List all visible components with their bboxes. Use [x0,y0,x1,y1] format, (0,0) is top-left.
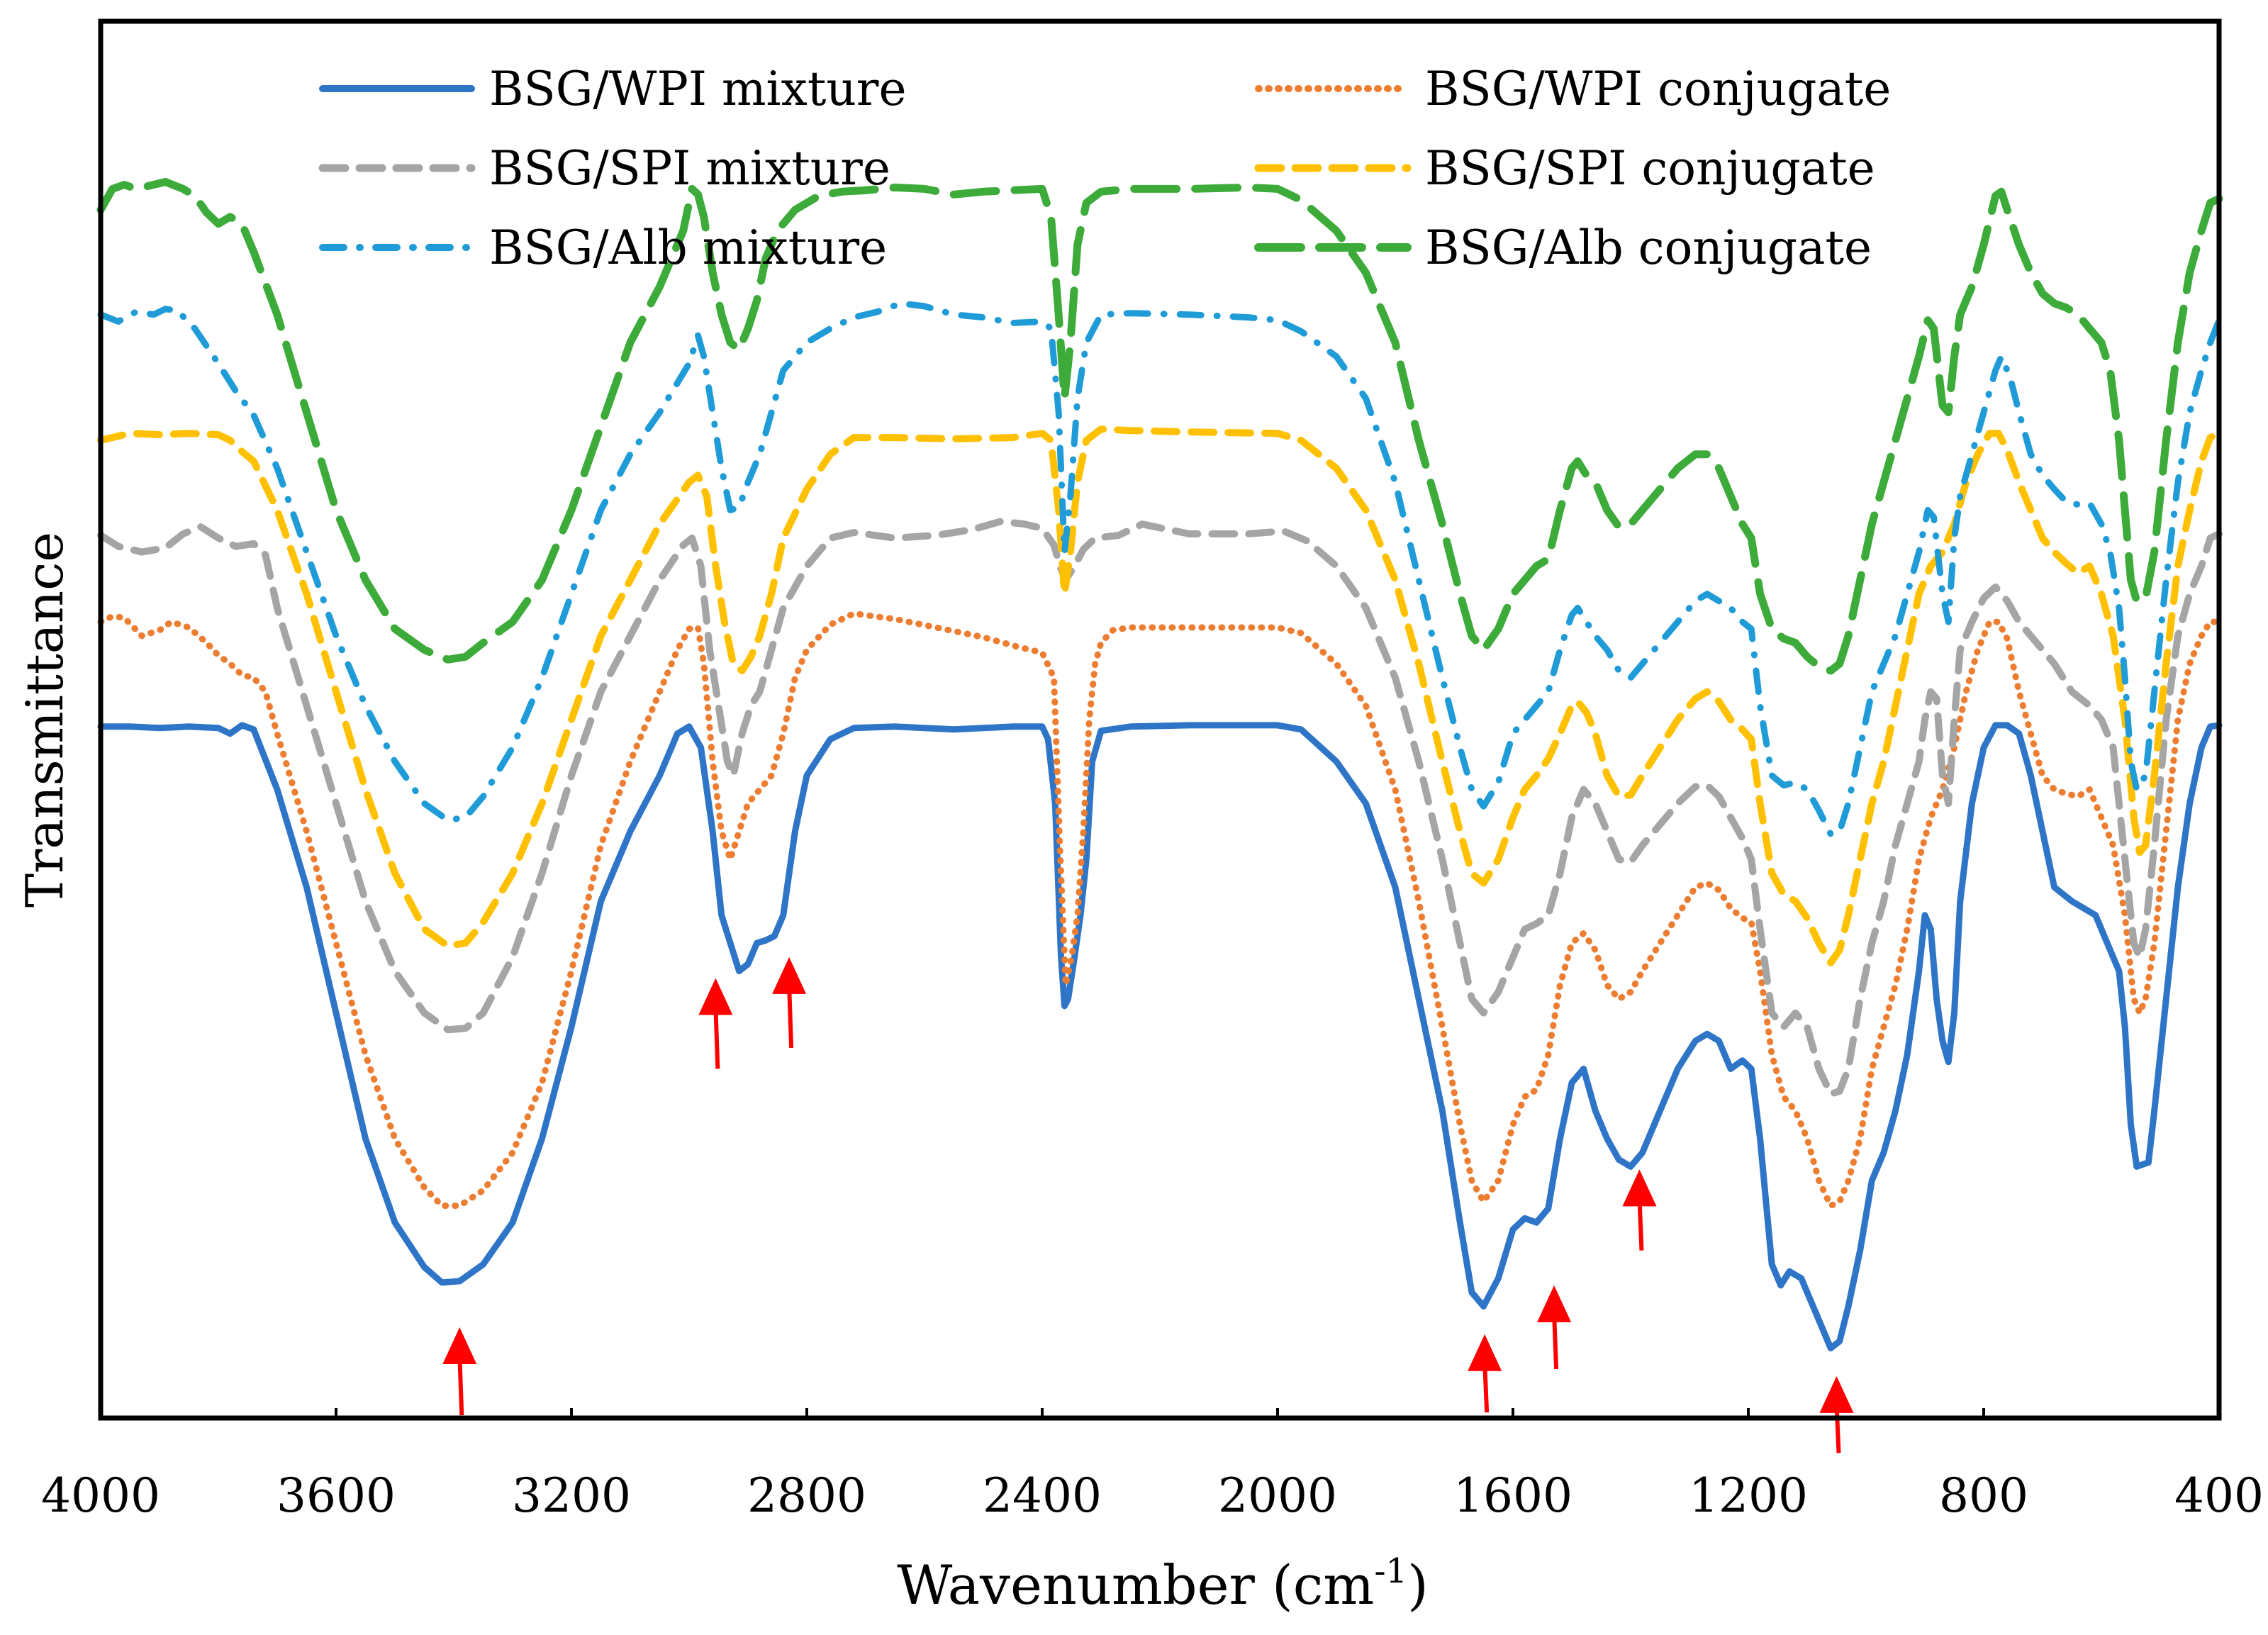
annotation-arrow-2 [698,978,733,1069]
x-tick-label-2800: 2800 [747,1468,866,1523]
x-axis-label: Wavenumber (cm-1) [897,1551,1429,1617]
y-axis-label: Transmittance [15,532,74,908]
x-axis-ticks: 4000 3600 3200 2800 2400 2000 1600 1200 800 400 [41,1408,2264,1523]
legend-label-bsg-wpi-mixture: BSG/WPI mixture [489,62,907,116]
legend-label-bsg-alb-mixture: BSG/Alb mixture [489,221,887,275]
legend-entry-bsg-spi-mixture: BSG/SPI mixture [318,141,890,196]
legend-entry-bsg-spi-conjugate: BSG/SPI conjugate [1254,141,1875,196]
x-tick-label-2400: 2400 [983,1468,1102,1523]
series-line-bsg-wpi-conjugate [97,610,2223,1210]
x-tick-label-3200: 3200 [512,1468,631,1523]
legend-label-bsg-wpi-conjugate: BSG/WPI conjugate [1425,62,1891,116]
legend-label-bsg-alb-conjugate: BSG/Alb conjugate [1425,221,1872,275]
annotation-arrow-5 [1537,1285,1572,1370]
annotation-arrow-1 [442,1327,477,1416]
series-line-bsg-alb-conjugate [96,178,2223,675]
legend-label-bsg-spi-mixture: BSG/SPI mixture [489,141,890,196]
x-tick-label-400: 400 [2174,1468,2264,1523]
legend-entry-bsg-wpi-conjugate: BSG/WPI conjugate [1255,62,1891,116]
legend-entry-bsg-wpi-mixture: BSG/WPI mixture [319,62,907,116]
annotation-arrows [442,956,1854,1453]
x-axis-label-superscript: -1 [1374,1551,1407,1591]
series-line-bsg-spi-conjugate [97,425,2223,966]
x-axis-label-main: Wavenumber (cm [897,1553,1374,1617]
annotation-arrow-3 [772,956,807,1049]
x-tick-label-1600: 1600 [1453,1468,1572,1523]
legend-entry-bsg-alb-mixture: BSG/Alb mixture [319,221,887,275]
x-axis-label-end: ) [1407,1553,1429,1617]
plot-area-frame [98,18,2222,1421]
series-line-bsg-wpi-mixture [97,722,2223,1351]
legend-entry-bsg-alb-conjugate: BSG/Alb conjugate [1254,221,1872,275]
annotation-arrow-6 [1622,1169,1657,1251]
legend-label-bsg-spi-conjugate: BSG/SPI conjugate [1425,141,1875,196]
legend: BSG/WPI mixture BSG/WPI conjugate BSG/SPI … [318,62,1891,275]
series-line-bsg-spi-mixture [97,518,2223,1098]
x-tick-label-2000: 2000 [1218,1468,1337,1523]
x-tick-label-1200: 1200 [1689,1468,1808,1523]
annotation-arrow-7 [1819,1375,1854,1453]
annotation-arrow-4 [1468,1334,1502,1413]
series-line-bsg-alb-mixture [97,300,2223,837]
x-tick-label-800: 800 [1939,1468,2028,1523]
x-tick-label-4000: 4000 [41,1468,160,1523]
x-tick-label-3600: 3600 [276,1468,396,1523]
series-layer [96,178,2223,1351]
